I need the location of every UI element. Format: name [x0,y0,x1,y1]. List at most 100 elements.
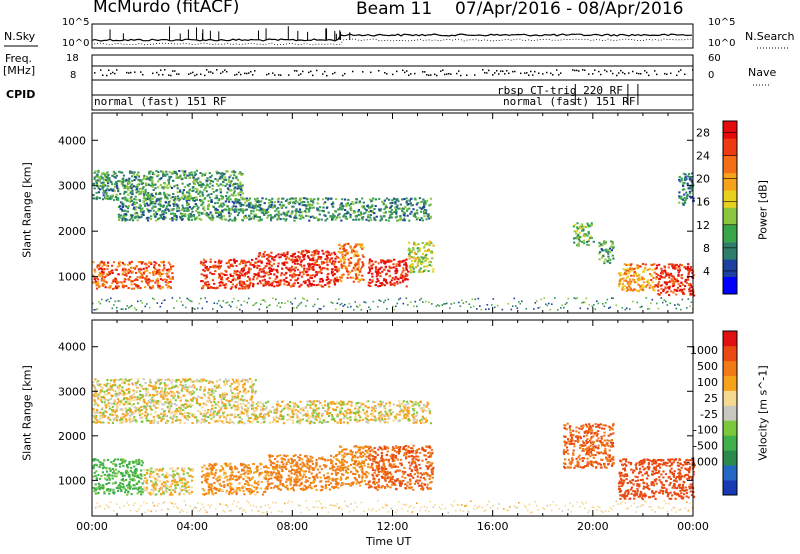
power-cell [244,201,247,204]
nave-dot [632,70,634,73]
power-ground-cell [549,308,552,311]
power-cell [687,273,690,276]
power-cell [305,211,308,214]
power-cell [321,198,325,201]
power-cell [276,198,280,201]
velocity-cell [249,488,252,491]
power-cell [271,197,274,200]
nave-dot [176,73,178,75]
power-cell [402,276,406,279]
power-cell [192,215,196,218]
power-cell [241,282,244,285]
power-cell [131,179,134,182]
power-ground-cell [689,305,691,308]
power-cell [156,277,159,280]
power-cell [641,288,644,291]
power-cell [335,266,338,269]
power-ground-cell [231,301,234,303]
power-cell [375,280,378,283]
power-cell [279,280,282,283]
power-ground-cell [660,297,663,299]
velocity-cell [123,461,126,464]
power-cell [127,188,130,191]
power-cell [667,263,671,266]
power-cell [396,280,399,283]
velocity-cell [273,471,276,474]
power-cell [196,216,199,219]
power-cell [204,274,207,277]
power-cell [103,279,106,281]
power-cell [679,288,682,291]
power-cell [673,280,676,283]
power-cell [105,264,108,267]
power-cell [426,258,429,260]
power-cell [337,208,340,211]
power-cell [116,187,119,190]
power-cell [171,217,174,220]
velocity-cell [138,461,141,464]
freq-panel [91,54,694,81]
power-cell [176,205,179,208]
power-cell [238,199,241,202]
power-cell [380,217,383,220]
power-cell [140,181,143,184]
power-cell [311,251,314,254]
power-cell [410,256,413,258]
power-cell [257,219,260,222]
velocity-cell [127,475,130,478]
power-cell [130,175,134,178]
power-cell [244,262,247,265]
velocity-cell [247,464,250,467]
power-cell [364,211,367,214]
power-cell [410,264,413,267]
power-cell [646,279,650,282]
power-cell [212,216,215,219]
power-cell [225,278,228,281]
power-cell [100,279,103,282]
velocity-cell [184,483,187,486]
power-cell [385,272,388,275]
power-cell [218,284,221,287]
power-cell [219,188,222,191]
power-cell [262,253,265,256]
power-cell [368,262,371,265]
power-ground-cell [107,298,109,301]
power-cell [268,199,271,201]
power-cell [117,215,121,218]
power-cell [164,174,167,177]
power-cell [127,277,130,280]
power-cell [384,279,387,282]
velocity-cell [152,485,155,488]
velocity-cell [235,491,238,494]
velocity-cell [125,489,128,492]
power-cell [432,244,435,247]
power-cell [362,206,365,209]
power-cell [155,213,159,215]
power-cell [321,209,324,212]
velocity-cell [172,473,176,476]
power-cell [662,288,665,291]
power-cell [660,291,663,294]
power-cell [152,189,155,191]
power-cell [115,287,118,290]
power-cell [682,185,685,187]
velocity-cell [96,459,100,462]
power-cell [168,204,171,207]
velocity-cell [219,469,223,472]
velocity-cell [173,488,176,491]
power-cell [411,263,414,266]
power-cell [687,263,690,266]
power-cell [407,249,410,252]
power-cell [114,277,117,280]
power-cell [193,205,196,208]
power-cell [647,282,650,284]
power-ground-cell [594,308,597,310]
power-cell [222,215,225,218]
power-cell [232,277,235,280]
power-cell [193,171,196,174]
velocity-cell [225,489,228,492]
power-cell [688,187,691,190]
velocity-cell [178,479,181,482]
power-cell [338,278,342,281]
velocity-cell [111,477,114,480]
